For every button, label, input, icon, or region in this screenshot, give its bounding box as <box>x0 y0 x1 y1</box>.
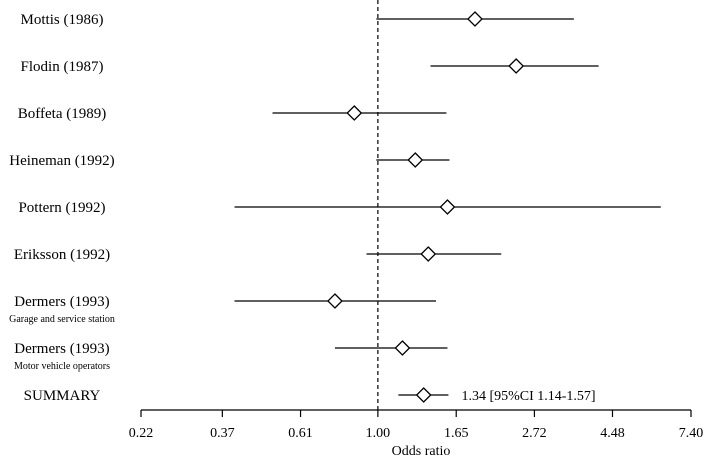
x-tick-label: 0.61 <box>288 426 313 441</box>
estimate-diamond <box>346 105 363 121</box>
study-label: Flodin (1987) <box>21 59 104 75</box>
summary-estimate-text: 1.34 [95%CI 1.14-1.57] <box>461 389 595 404</box>
estimate-diamond <box>420 246 437 262</box>
x-axis: 0.22 0.37 0.61 1.00 1.65 2.72 4.48 7.40 <box>129 409 704 441</box>
x-tick-label: 1.65 <box>444 426 469 441</box>
estimate-diamond <box>394 340 411 356</box>
study-label: Boffeta (1989) <box>18 106 106 122</box>
study-sublabel: Garage and service station <box>9 314 115 325</box>
study-label: Dermers (1993) <box>14 294 109 310</box>
study-label: Eriksson (1992) <box>14 247 110 263</box>
study-label: Pottern (1992) <box>18 200 105 216</box>
x-tick-label: 0.37 <box>210 426 235 441</box>
estimate-diamond <box>508 58 525 74</box>
study-label: Heineman (1992) <box>9 153 114 169</box>
estimate-diamond <box>407 152 424 168</box>
study-sublabel: Motor vehicle operators <box>14 361 110 372</box>
x-tick-label: 0.22 <box>129 426 154 441</box>
estimate-diamond <box>439 199 456 215</box>
study-label: Dermers (1993) <box>14 341 109 357</box>
summary-diamond <box>415 387 432 403</box>
x-axis-title: Odds ratio <box>392 444 451 459</box>
estimate-diamond <box>327 293 343 309</box>
estimate-diamond <box>467 11 483 27</box>
x-tick-label: 4.48 <box>600 426 625 441</box>
summary-label: SUMMARY <box>24 388 101 404</box>
x-tick-label: 7.40 <box>679 426 704 441</box>
x-tick-label: 1.00 <box>366 426 391 441</box>
study-labels: Mottis (1986) Flodin (1987) Boffeta (1989)… <box>9 12 115 404</box>
study-label: Mottis (1986) <box>21 12 104 28</box>
x-tick-label: 2.72 <box>522 426 547 441</box>
study-marks <box>234 11 661 403</box>
